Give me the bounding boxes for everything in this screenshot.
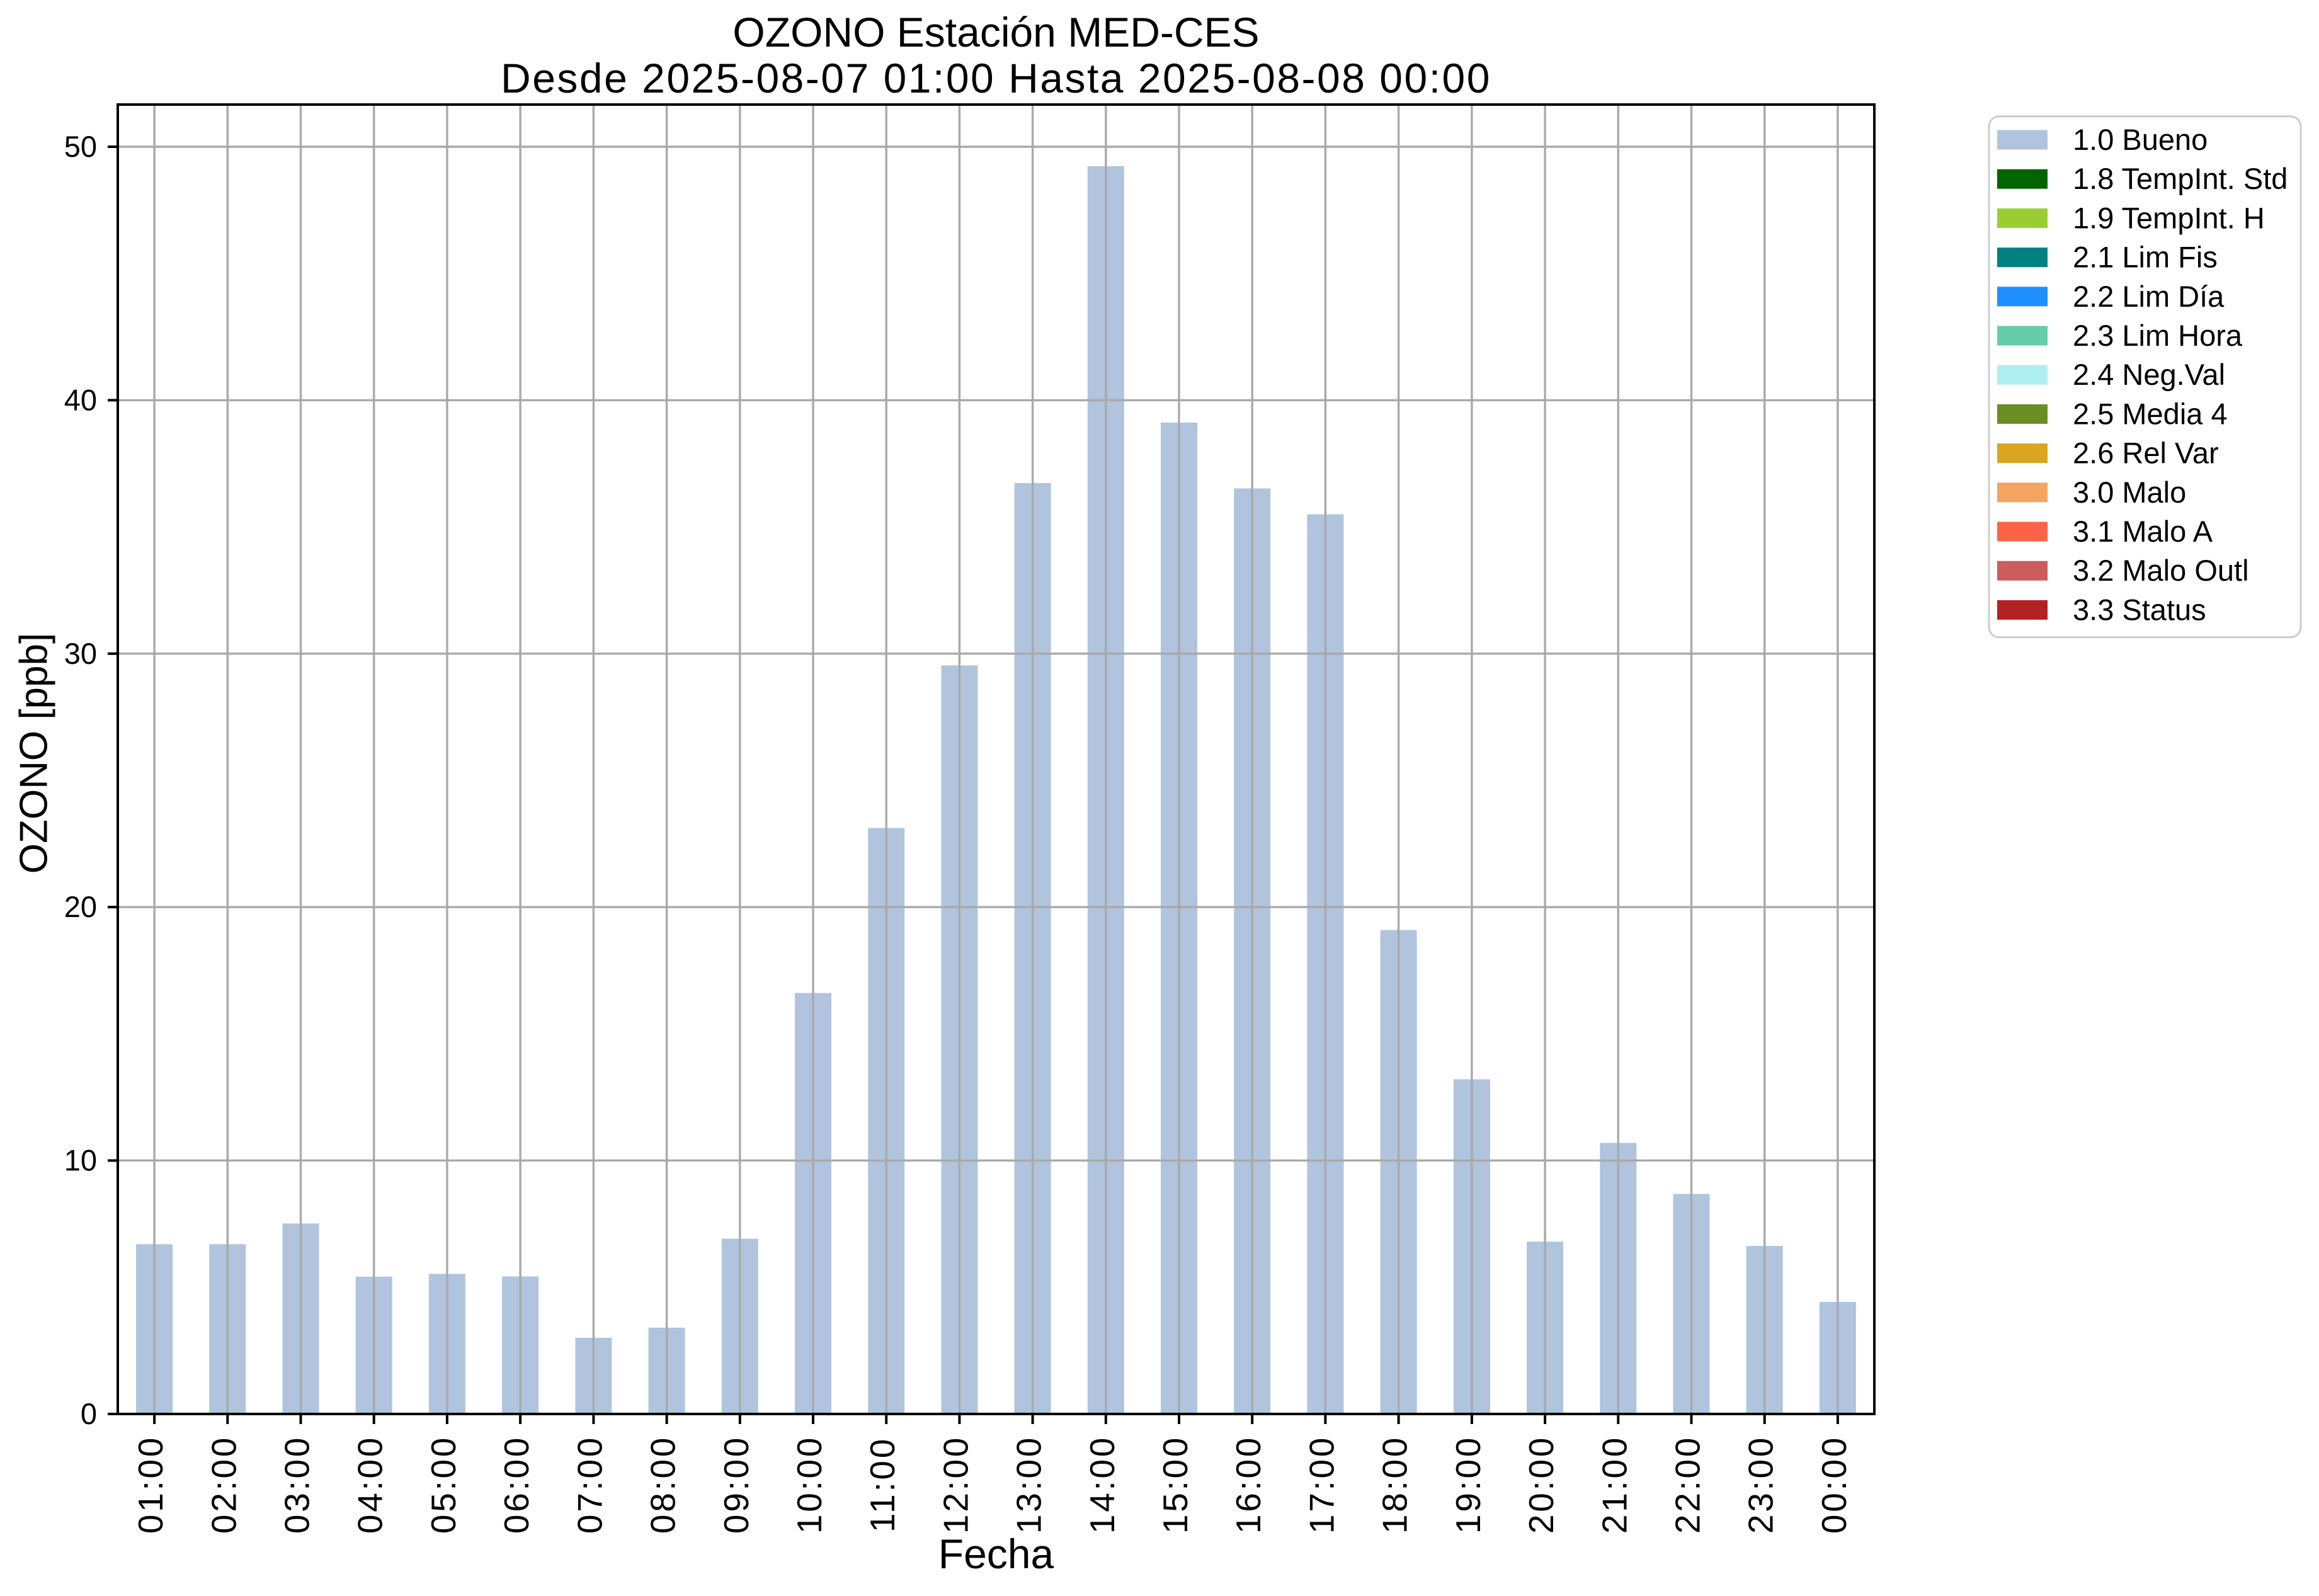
svg-text:2.6 Rel Var: 2.6 Rel Var: [2073, 436, 2219, 470]
svg-text:10:00: 10:00: [790, 1435, 829, 1534]
svg-text:OZONO Estación MED-CES: OZONO Estación MED-CES: [732, 9, 1259, 55]
svg-text:0: 0: [81, 1397, 97, 1430]
svg-text:40: 40: [64, 383, 97, 416]
svg-text:3.1 Malo A: 3.1 Malo A: [2073, 515, 2213, 548]
svg-text:50: 50: [64, 130, 97, 163]
svg-text:20: 20: [64, 890, 97, 923]
svg-text:06:00: 06:00: [497, 1435, 536, 1534]
svg-text:23:00: 23:00: [1741, 1435, 1781, 1534]
svg-text:12:00: 12:00: [936, 1435, 975, 1534]
svg-text:3.0 Malo: 3.0 Malo: [2073, 476, 2186, 509]
svg-text:3.2 Malo Outl: 3.2 Malo Outl: [2073, 554, 2249, 587]
svg-text:3.3 Status: 3.3 Status: [2073, 593, 2206, 626]
svg-text:2.5 Media 4: 2.5 Media 4: [2073, 397, 2228, 430]
svg-text:22:00: 22:00: [1668, 1435, 1707, 1534]
svg-text:18:00: 18:00: [1376, 1435, 1415, 1534]
svg-text:2.1 Lim Fis: 2.1 Lim Fis: [2073, 241, 2218, 274]
svg-text:10: 10: [64, 1144, 97, 1177]
svg-text:OZONO [ppb]: OZONO [ppb]: [13, 633, 56, 874]
svg-text:30: 30: [64, 637, 97, 670]
svg-text:21:00: 21:00: [1595, 1435, 1634, 1534]
svg-text:Fecha: Fecha: [938, 1530, 1054, 1577]
svg-text:2.4 Neg.Val: 2.4 Neg.Val: [2073, 358, 2225, 391]
svg-text:08:00: 08:00: [644, 1435, 683, 1534]
svg-text:1.9 TempInt. H: 1.9 TempInt. H: [2073, 201, 2265, 234]
svg-text:1.8 TempInt. Std: 1.8 TempInt. Std: [2073, 162, 2288, 195]
svg-text:19:00: 19:00: [1449, 1435, 1488, 1534]
svg-text:20:00: 20:00: [1522, 1435, 1561, 1534]
svg-text:16:00: 16:00: [1229, 1435, 1268, 1534]
svg-text:03:00: 03:00: [278, 1435, 317, 1534]
svg-text:07:00: 07:00: [570, 1435, 609, 1534]
svg-text:04:00: 04:00: [351, 1435, 390, 1534]
svg-text:15:00: 15:00: [1156, 1435, 1195, 1534]
svg-text:01:00: 01:00: [131, 1435, 170, 1534]
svg-text:1.0 Bueno: 1.0 Bueno: [2073, 123, 2208, 156]
svg-text:09:00: 09:00: [717, 1435, 756, 1534]
svg-text:13:00: 13:00: [1010, 1435, 1049, 1534]
svg-text:00:00: 00:00: [1815, 1435, 1854, 1534]
svg-text:14:00: 14:00: [1083, 1435, 1122, 1534]
svg-text:2.3 Lim Hora: 2.3 Lim Hora: [2073, 319, 2243, 352]
svg-text:2.2 Lim Día: 2.2 Lim Día: [2073, 280, 2225, 313]
svg-text:11:00: 11:00: [863, 1437, 902, 1532]
svg-text:05:00: 05:00: [424, 1435, 463, 1534]
svg-text:02:00: 02:00: [204, 1435, 243, 1534]
svg-text:17:00: 17:00: [1302, 1435, 1341, 1534]
svg-text:Desde 2025-08-07 01:00 Hasta 2: Desde 2025-08-07 01:00 Hasta 2025-08-08 …: [501, 55, 1491, 101]
